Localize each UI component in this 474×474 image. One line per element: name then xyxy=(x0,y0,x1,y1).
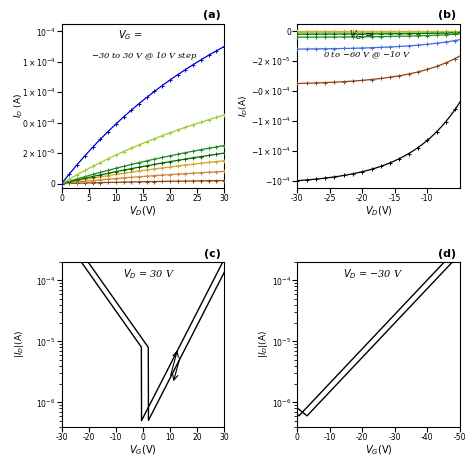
Y-axis label: $I_D$(A): $I_D$(A) xyxy=(237,95,250,117)
Y-axis label: $|I_D|$(A): $|I_D|$(A) xyxy=(257,330,270,358)
X-axis label: $V_G$(V): $V_G$(V) xyxy=(129,443,157,457)
Text: $|I_D|$(A): $|I_D|$(A) xyxy=(13,330,26,358)
X-axis label: $V_D$(V): $V_D$(V) xyxy=(365,205,392,219)
X-axis label: $V_G$(V): $V_G$(V) xyxy=(365,443,392,457)
Text: $V_D$ = $-$30 V: $V_D$ = $-$30 V xyxy=(343,267,403,281)
Text: $V_G$ =: $V_G$ = xyxy=(118,28,143,43)
Text: (a): (a) xyxy=(203,10,221,20)
Text: (b): (b) xyxy=(438,10,456,20)
Text: $V_D$ = 30 V: $V_D$ = 30 V xyxy=(123,267,175,281)
Text: $-$30 to 30 V @ 10 V step: $-$30 to 30 V @ 10 V step xyxy=(91,50,197,62)
Text: 0 to $-$60 V @ $-$10 V: 0 to $-$60 V @ $-$10 V xyxy=(323,50,411,62)
Text: $V_G$ =: $V_G$ = xyxy=(349,28,374,43)
Text: $I_D$ (A): $I_D$ (A) xyxy=(13,93,26,118)
X-axis label: $V_D$(V): $V_D$(V) xyxy=(129,205,157,219)
Text: (d): (d) xyxy=(438,249,456,259)
Text: (c): (c) xyxy=(204,249,221,259)
